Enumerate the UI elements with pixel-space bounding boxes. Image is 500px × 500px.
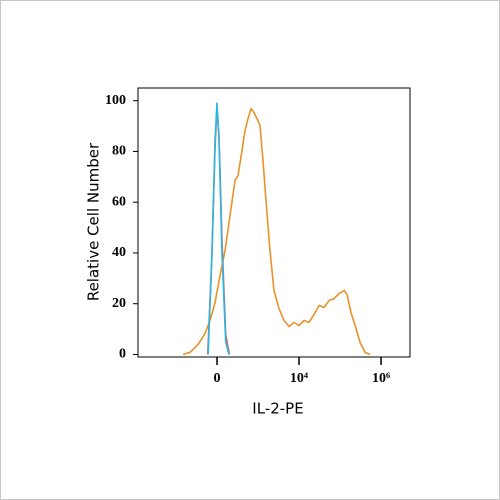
x-tick-label: 0: [214, 371, 221, 386]
x-tick-label: 10⁴: [290, 371, 309, 386]
plot-frame: [137, 87, 411, 358]
y-tick-label: 100: [105, 93, 126, 108]
x-tick-label: 10⁶: [372, 371, 390, 386]
series-line: [207, 102, 230, 355]
y-tick-label: 0: [119, 347, 126, 362]
y-tick-label: 60: [112, 194, 126, 209]
y-tick-label: 40: [112, 245, 126, 260]
y-tick-label: 80: [112, 144, 126, 159]
x-axis-label: IL-2-PE: [252, 400, 303, 418]
series-line: [182, 107, 371, 356]
y-axis-label: Relative Cell Number: [85, 142, 103, 301]
y-tick-label: 20: [112, 296, 126, 311]
